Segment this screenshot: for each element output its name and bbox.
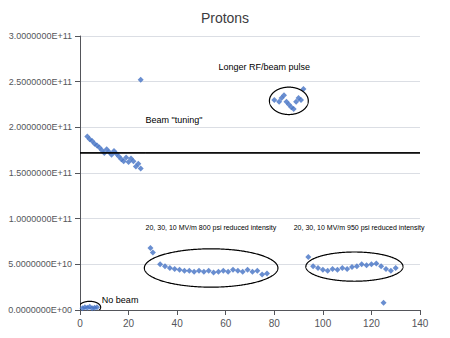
svg-text:60: 60 [220, 318, 232, 329]
svg-text:20, 30, 10 MV/m 950 psi reduce: 20, 30, 10 MV/m 950 psi reduced intensit… [294, 224, 425, 232]
svg-text:80: 80 [269, 318, 281, 329]
svg-text:Longer RF/beam pulse: Longer RF/beam pulse [218, 62, 310, 72]
svg-text:5.0000000E+10: 5.0000000E+10 [8, 259, 72, 269]
svg-text:Beam "tuning": Beam "tuning" [146, 115, 203, 125]
svg-text:2.0000000E+11: 2.0000000E+11 [9, 122, 72, 132]
svg-text:2.5000000E+11: 2.5000000E+11 [9, 77, 72, 87]
svg-text:Protons: Protons [201, 10, 249, 26]
svg-text:1.0000000E+11: 1.0000000E+11 [9, 214, 72, 224]
svg-text:120: 120 [363, 318, 380, 329]
svg-text:3.0000000E+11: 3.0000000E+11 [9, 31, 72, 41]
svg-text:No beam: No beam [102, 295, 139, 305]
svg-text:140: 140 [412, 318, 429, 329]
svg-text:0: 0 [77, 318, 83, 329]
svg-text:100: 100 [315, 318, 332, 329]
svg-text:0.0000000E+00: 0.0000000E+00 [8, 305, 72, 315]
svg-text:40: 40 [172, 318, 184, 329]
svg-text:20: 20 [123, 318, 135, 329]
svg-text:1.5000000E+11: 1.5000000E+11 [9, 168, 72, 178]
svg-text:20, 30, 10 MV/m 800 psi reduce: 20, 30, 10 MV/m 800 psi reduced intensit… [146, 224, 277, 232]
